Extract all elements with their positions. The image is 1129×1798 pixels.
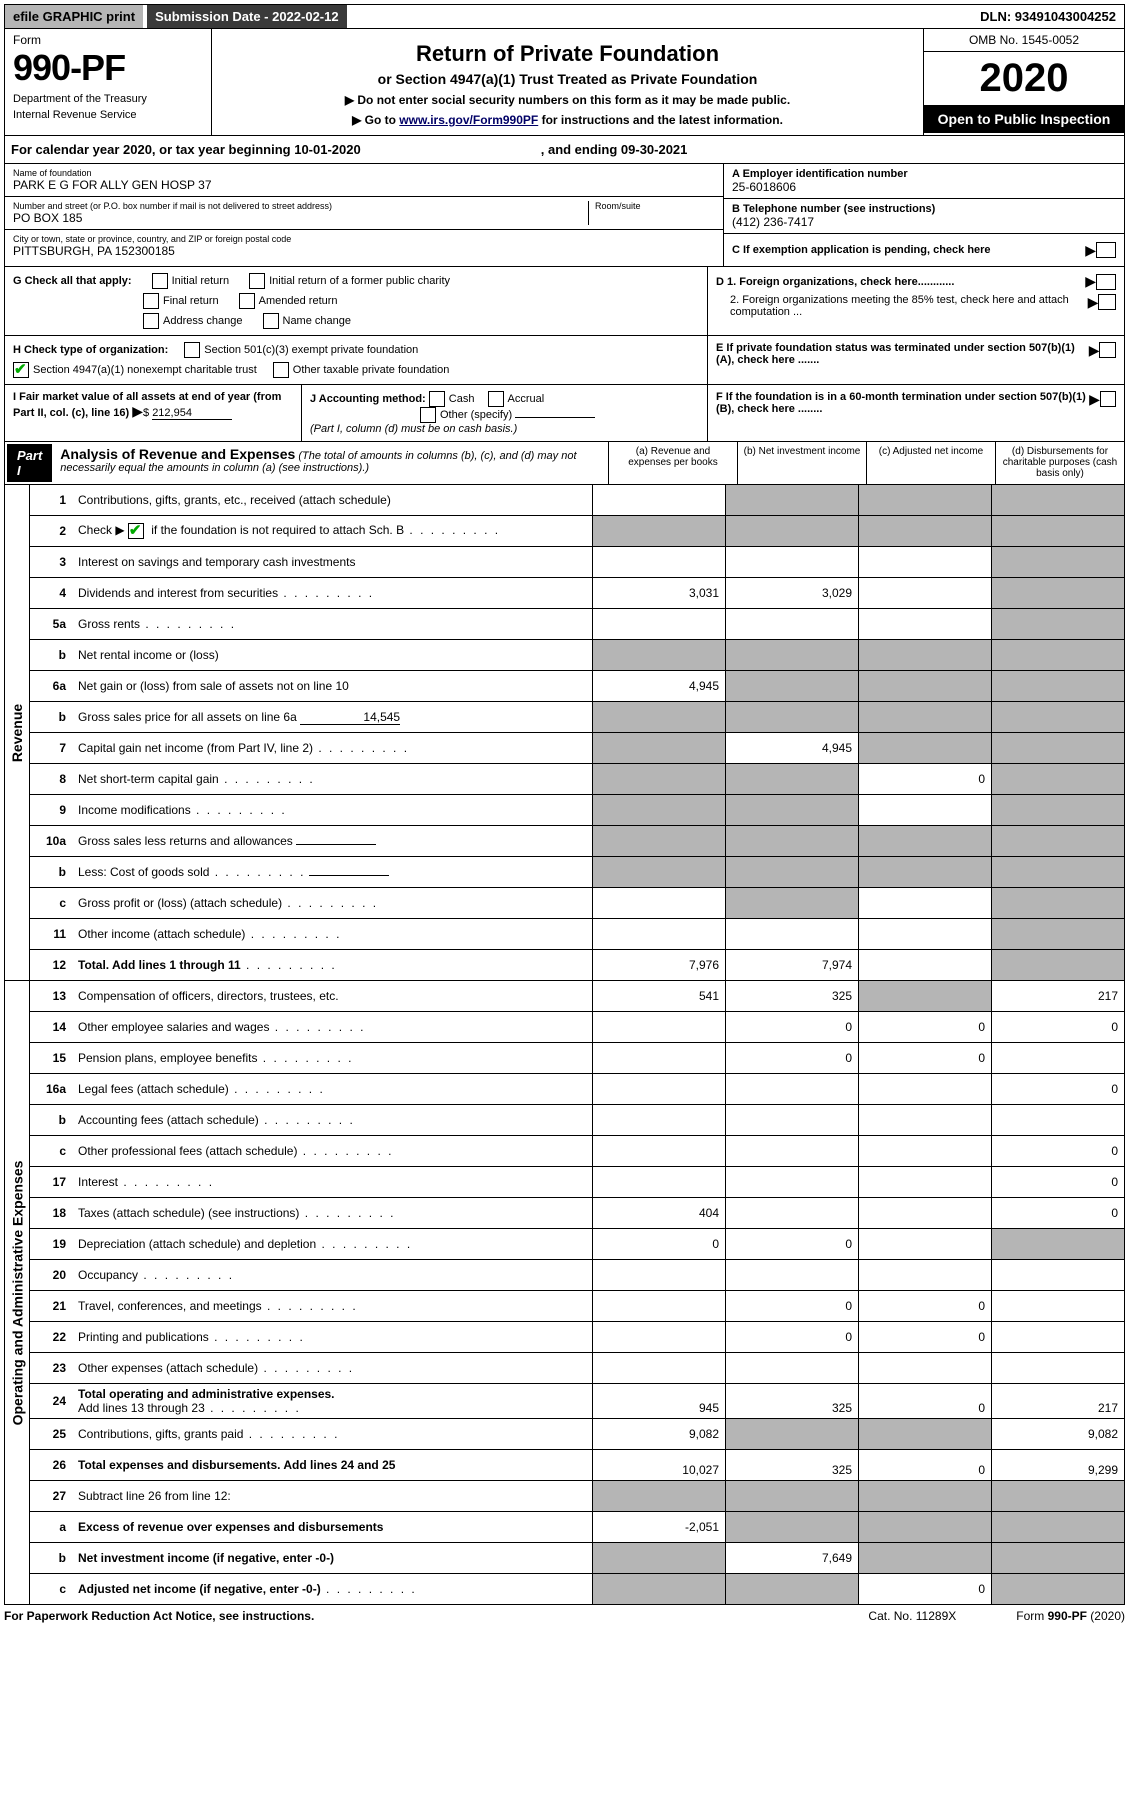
schb-chk[interactable] [128,523,144,539]
foundation-info: Name of foundation PARK E G FOR ALLY GEN… [4,164,1125,267]
cash-chk[interactable] [429,391,445,407]
part1-header: Part I Analysis of Revenue and Expenses … [4,442,1125,485]
ein: 25-6018606 [732,180,1116,194]
form-number: 990-PF [13,47,203,89]
section-g: G Check all that apply: Initial return I… [4,267,1125,336]
irs-link[interactable]: www.irs.gov/Form990PF [399,113,538,127]
section-i-j-f: I Fair market value of all assets at end… [4,385,1125,442]
form-ref: Form 990-PF (2020) [1016,1609,1125,1623]
col-a-head: (a) Revenue and expenses per books [608,442,737,484]
other-taxable-chk[interactable] [273,362,289,378]
address-change-chk[interactable] [143,313,159,329]
col-d-head: (d) Disbursements for charitable purpose… [995,442,1124,484]
f-checkbox[interactable] [1100,391,1116,407]
name-label: Name of foundation [13,168,715,178]
d2-checkbox[interactable] [1098,294,1116,310]
col-c-head: (c) Adjusted net income [866,442,995,484]
form-subtitle: or Section 4947(a)(1) Trust Treated as P… [220,71,915,87]
expenses-table: 13Compensation of officers, directors, t… [29,981,1125,1605]
phone-label: B Telephone number (see instructions) [732,203,1116,215]
calendar-year-row: For calendar year 2020, or tax year begi… [4,136,1125,164]
city-state-zip: PITTSBURGH, PA 152300185 [13,244,715,258]
open-public: Open to Public Inspection [924,105,1124,133]
4947a1-chk[interactable] [13,362,29,378]
name-change-chk[interactable] [263,313,279,329]
other-method-chk[interactable] [420,407,436,423]
footer: For Paperwork Reduction Act Notice, see … [4,1605,1125,1627]
form-title: Return of Private Foundation [220,41,915,67]
col-b-head: (b) Net investment income [737,442,866,484]
city-label: City or town, state or province, country… [13,234,715,244]
fmv-value: 212,954 [152,407,232,420]
final-return-chk[interactable] [143,293,159,309]
phone: (412) 236-7417 [732,215,1116,229]
goto-note: ▶ Go to www.irs.gov/Form990PF for instru… [220,113,915,127]
foundation-name: PARK E G FOR ALLY GEN HOSP 37 [13,178,715,192]
dept-treasury: Department of the Treasury [13,93,203,105]
initial-return-chk[interactable] [152,273,168,289]
dln: DLN: 93491043004252 [972,5,1124,28]
paperwork-notice: For Paperwork Reduction Act Notice, see … [4,1609,314,1623]
amended-return-chk[interactable] [239,293,255,309]
efile-label: efile GRAPHIC print [5,5,143,28]
addr-label: Number and street (or P.O. box number if… [13,201,588,211]
form-header: Form 990-PF Department of the Treasury I… [4,29,1125,136]
part1-label: Part I [7,444,52,482]
e-checkbox[interactable] [1099,342,1116,358]
cat-no: Cat. No. 11289X [868,1609,956,1623]
c-checkbox[interactable] [1096,242,1116,258]
irs: Internal Revenue Service [13,109,203,121]
room-label: Room/suite [595,201,715,211]
street-address: PO BOX 185 [13,211,588,225]
accrual-chk[interactable] [488,391,504,407]
submission-date: Submission Date - 2022-02-12 [147,5,347,28]
ssn-note: ▶ Do not enter social security numbers o… [220,93,915,107]
top-bar: efile GRAPHIC print Submission Date - 20… [4,4,1125,29]
501c3-chk[interactable] [184,342,200,358]
section-h: H Check type of organization: Section 50… [4,336,1125,385]
expenses-section: Operating and Administrative Expenses 13… [4,981,1125,1605]
c-label: C If exemption application is pending, c… [732,244,991,256]
revenue-section: Revenue 1Contributions, gifts, grants, e… [4,485,1125,981]
form-word: Form [13,33,203,47]
tax-year: 2020 [924,52,1124,105]
d1-checkbox[interactable] [1096,274,1116,290]
initial-return-former-chk[interactable] [249,273,265,289]
revenue-table: 1Contributions, gifts, grants, etc., rec… [29,485,1125,981]
ein-label: A Employer identification number [732,168,1116,180]
omb-number: OMB No. 1545-0052 [924,29,1124,52]
